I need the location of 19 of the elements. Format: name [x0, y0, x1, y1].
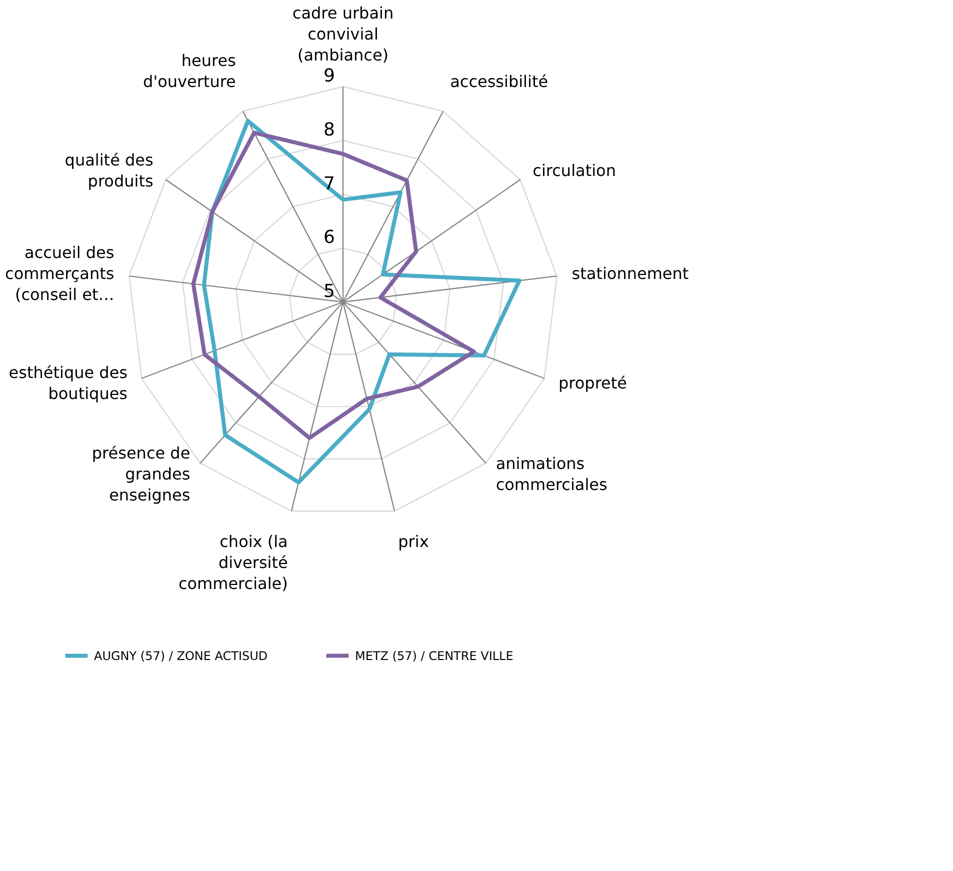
spoke-label: présence de grandes enseignes	[92, 444, 190, 505]
spoke-label: choix (la diversité commerciale)	[178, 532, 288, 593]
spoke-label: animations commerciales	[496, 454, 608, 494]
spoke-label: cadre urbain convivial (ambiance)	[292, 4, 394, 65]
spoke-label: esthétique des boutiques	[8, 363, 128, 404]
y-tick-label: 9	[324, 66, 335, 87]
spoke-label: heures d'ouverture	[143, 50, 236, 91]
y-tick-label: 5	[324, 281, 335, 302]
spoke-label: qualité des produits	[64, 150, 154, 191]
spoke-label: prix	[398, 532, 429, 551]
spoke-label: propreté	[558, 374, 627, 393]
spoke-label: accessibilité	[450, 72, 548, 91]
spoke-label: stationnement	[572, 264, 689, 284]
spoke-label: accueil des commerçants (conseil et…	[5, 243, 114, 304]
legend-label: AUGNY (57) / ZONE ACTISUD	[94, 648, 268, 663]
y-tick-label: 8	[324, 119, 335, 140]
spoke-label: circulation	[532, 161, 616, 180]
legend-label: METZ (57) / CENTRE VILLE	[355, 648, 514, 663]
y-tick-label: 6	[324, 227, 335, 248]
